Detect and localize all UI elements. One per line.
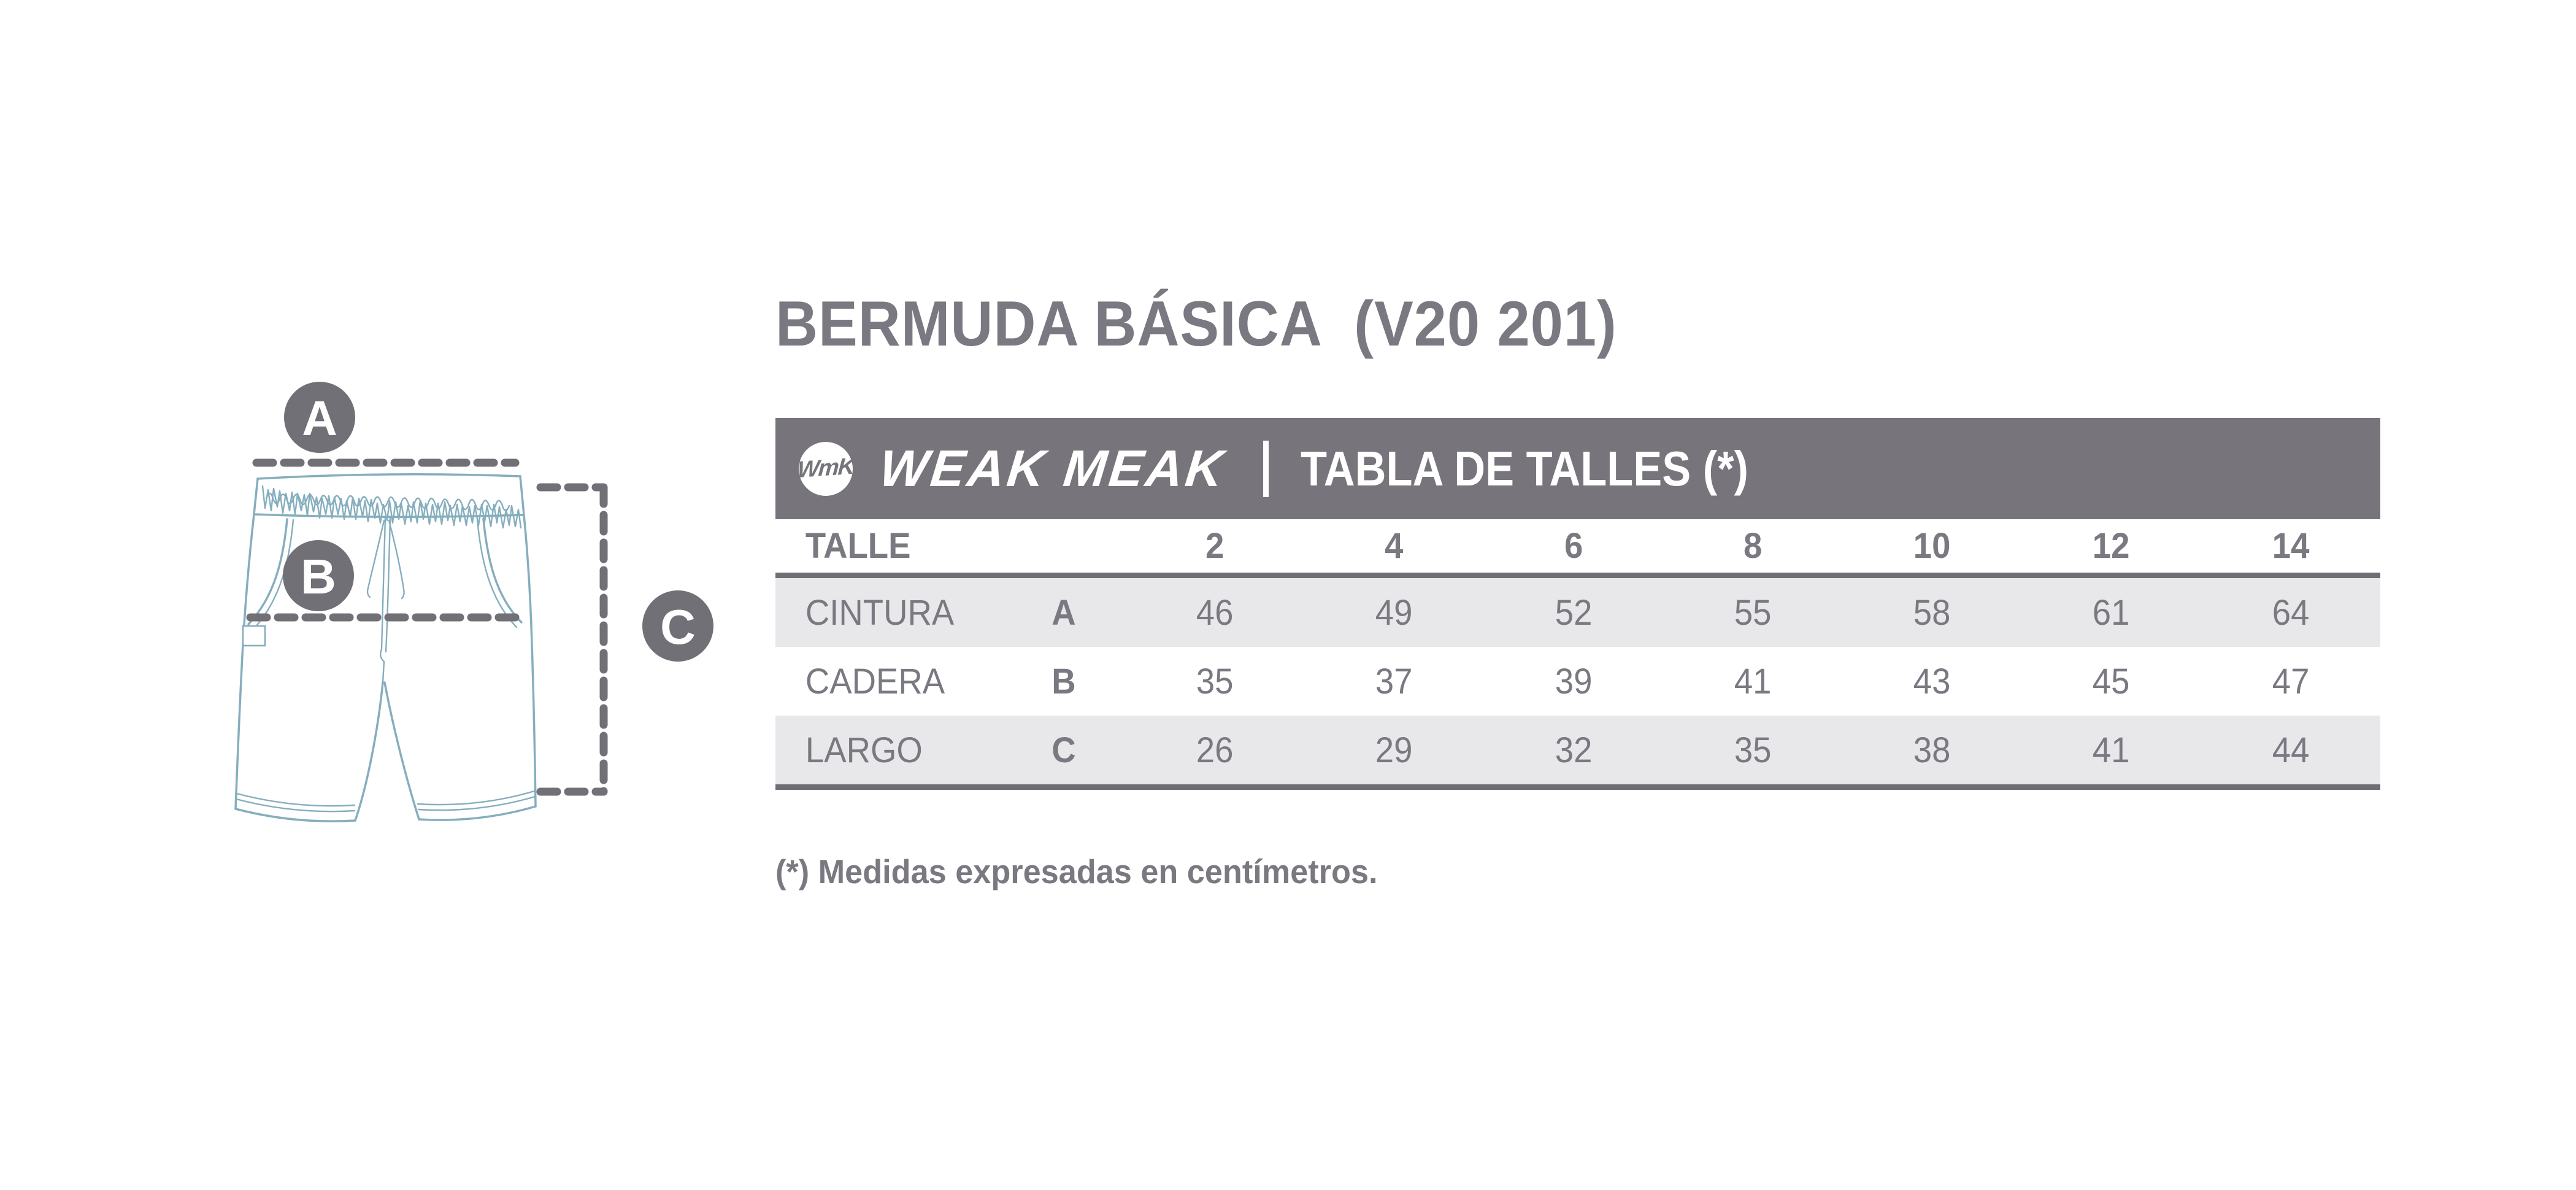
cell-value: 64 — [2272, 592, 2310, 633]
column-header-size: 2 — [1205, 526, 1225, 566]
column-header-size: 12 — [2093, 526, 2130, 566]
cell-value: 61 — [2093, 592, 2130, 633]
marker-c — [642, 590, 713, 662]
shorts-measurement-diagram: A B C — [234, 382, 713, 822]
shorts-sketch — [234, 473, 537, 822]
cell-value: 41 — [1734, 661, 1772, 701]
row-letter: A — [1052, 592, 1076, 633]
brand-logo: WmK — [796, 441, 855, 496]
cell-value: 26 — [1196, 730, 1234, 770]
column-header-size: 6 — [1564, 526, 1583, 566]
side-tag — [242, 625, 266, 647]
cell-value: 41 — [2093, 730, 2130, 770]
drawstring — [366, 519, 385, 598]
row-label: CADERA — [805, 661, 945, 701]
marker-a-label: A — [302, 391, 337, 446]
cell-value: 35 — [1196, 661, 1234, 701]
measurement-markers: A B C — [246, 382, 713, 796]
row-letter: B — [1052, 661, 1076, 701]
table-row-cintura: CINTURA A 46 49 52 55 58 61 64 — [775, 578, 2380, 647]
brand-monogram: WmK — [796, 453, 855, 484]
cell-value: 45 — [2093, 661, 2130, 701]
size-table: TALLE 2 4 6 8 10 12 14 CINTURA A 46 49 5… — [775, 519, 2380, 790]
cell-value: 37 — [1375, 661, 1413, 701]
cell-value: 38 — [1913, 730, 1951, 770]
marker-b — [283, 540, 354, 611]
waistband-scribble-2 — [265, 492, 510, 512]
table-row-cadera: CADERA B 35 37 39 41 43 45 47 — [775, 647, 2380, 716]
marker-a — [284, 382, 355, 453]
cell-value: 32 — [1555, 730, 1593, 770]
cell-value: 43 — [1913, 661, 1951, 701]
column-header-size: 10 — [1913, 526, 1951, 566]
cell-value: 55 — [1734, 592, 1772, 633]
cell-value: 49 — [1375, 592, 1413, 633]
cell-value: 39 — [1555, 661, 1593, 701]
table-header-bar: WmK WEAK MEAK TABLA DE TALLES (*) — [775, 418, 2380, 519]
footnote: (*) Medidas expresadas en centímetros. — [775, 852, 1378, 891]
cell-value: 47 — [2272, 661, 2310, 701]
marker-b-label: B — [301, 549, 336, 604]
cell-value: 29 — [1375, 730, 1413, 770]
table-row-largo: LARGO C 26 29 32 35 38 41 44 — [775, 716, 2380, 784]
brand-name: WEAK MEAK — [877, 439, 1229, 497]
page-title: BERMUDA BÁSICA (V20 201) — [775, 288, 1617, 360]
size-table-header-row: TALLE 2 4 6 8 10 12 14 — [775, 519, 2380, 578]
measure-bracket-c — [536, 483, 608, 796]
cell-value: 46 — [1196, 592, 1234, 633]
marker-c-label: C — [660, 600, 696, 654]
row-letter: C — [1052, 730, 1076, 770]
drawstring — [388, 519, 405, 600]
cell-value: 44 — [2272, 730, 2310, 770]
column-header-size: 8 — [1743, 526, 1763, 566]
cell-value: 35 — [1734, 730, 1772, 770]
divider-bar — [1263, 440, 1269, 497]
row-label: LARGO — [805, 730, 923, 770]
cell-value: 52 — [1555, 592, 1593, 633]
size-table-title: TABLA DE TALLES (*) — [1301, 441, 1749, 496]
column-header-size: 4 — [1385, 526, 1404, 566]
table-bottom-rule — [775, 784, 2380, 790]
column-header-size: 14 — [2272, 526, 2310, 566]
column-header-talle: TALLE — [805, 526, 911, 566]
cell-value: 58 — [1913, 592, 1951, 633]
row-label: CINTURA — [805, 592, 955, 633]
